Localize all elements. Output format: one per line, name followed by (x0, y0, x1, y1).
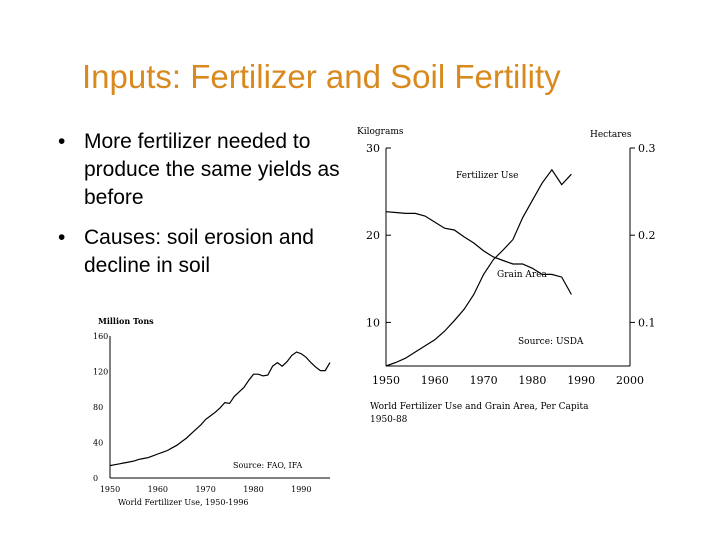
chart2-right-axis-label: Hectares (590, 130, 632, 140)
bullet-icon: • (58, 226, 66, 249)
bullet-text: Causes: soil erosion and decline in soil (84, 226, 314, 277)
chart1-x-tick-label: 1980 (243, 485, 263, 494)
chart2-right-tick-label: 0.2 (638, 229, 656, 242)
series-label-fertilizer-use: Fertilizer Use (456, 171, 518, 181)
chart2-x-tick-label: 1960 (421, 374, 449, 387)
chart1-series-line (109, 351, 331, 467)
chart2-caption-line2: 1950-88 (370, 415, 408, 425)
chart1-y-tick-label: 120 (93, 368, 108, 377)
chart2-left-axis-label: Kilograms (357, 127, 404, 137)
chart1-y-tick-label: 160 (93, 332, 108, 341)
chart2-left-tick-label: 10 (366, 316, 380, 329)
chart2-right-tick-label: 0.1 (638, 316, 656, 329)
series-label-grain-area: Grain Area (497, 270, 548, 280)
bullet-item: • More fertilizer needed to produce the … (58, 128, 358, 212)
slide-title: Inputs: Fertilizer and Soil Fertility (82, 58, 561, 95)
chart2-x-tick-label: 1980 (518, 374, 546, 387)
bullet-list: • More fertilizer needed to produce the … (58, 128, 358, 292)
chart1-x-tick-label: 1970 (195, 485, 215, 494)
chart2-left-tick-label: 20 (366, 229, 380, 242)
chart1-y-tick-label: 80 (93, 403, 103, 412)
chart1-ylabel: Million Tons (98, 316, 154, 326)
chart2-left-tick-label: 30 (366, 142, 380, 155)
chart2-right-tick-label: 0.3 (638, 142, 656, 155)
chart2-x-tick-label: 1990 (567, 374, 595, 387)
chart1-source: Source: FAO, IFA (233, 461, 303, 470)
chart2-caption-line1: World Fertilizer Use and Grain Area, Per… (370, 402, 589, 412)
series-line-grain-area (385, 211, 572, 295)
chart1-x-tick-label: 1960 (148, 485, 168, 494)
chart2-x-tick-label: 2000 (616, 374, 644, 387)
bullet-item: • Causes: soil erosion and decline in so… (58, 224, 358, 280)
chart2-source: Source: USDA (518, 337, 584, 347)
chart1-y-tick-label: 0 (93, 474, 98, 483)
chart2-x-tick-label: 1970 (470, 374, 498, 387)
chart1-caption: World Fertilizer Use, 1950-1996 (118, 498, 249, 507)
chart1-x-tick-label: 1950 (100, 485, 120, 494)
chart1-y-tick-label: 40 (93, 439, 103, 448)
bullet-icon: • (58, 130, 66, 153)
chart1-x-tick-label: 1990 (291, 485, 311, 494)
chart2-x-tick-label: 1950 (372, 374, 400, 387)
series-line-fertilizer-use (385, 168, 572, 367)
bullet-text: More fertilizer needed to produce the sa… (84, 130, 340, 209)
